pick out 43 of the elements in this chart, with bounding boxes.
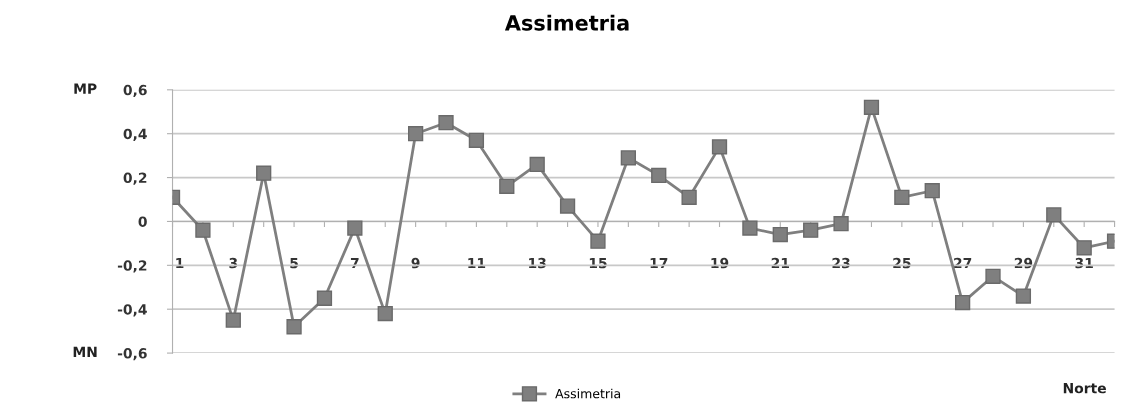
y-tick-label: -0,4 xyxy=(117,304,147,317)
y-tick-label: 0,2 xyxy=(123,172,147,185)
point xyxy=(1076,240,1092,256)
point xyxy=(468,132,485,148)
point xyxy=(438,115,454,131)
point xyxy=(195,222,211,238)
point xyxy=(1015,288,1032,304)
y-tick-label: -0,6 xyxy=(117,348,147,361)
point xyxy=(742,220,758,236)
point xyxy=(924,183,940,199)
y-tick-label: 0,6 xyxy=(123,84,147,98)
point xyxy=(1046,207,1062,223)
y-tick-label: 0 xyxy=(138,216,147,227)
point xyxy=(316,290,333,306)
point xyxy=(985,268,1001,284)
text: Norte xyxy=(1063,383,1106,394)
point xyxy=(711,139,728,155)
point xyxy=(954,294,971,311)
point xyxy=(286,319,302,335)
point xyxy=(499,178,515,194)
point xyxy=(529,156,545,173)
legend-label: Assimetria xyxy=(555,388,621,399)
point xyxy=(894,189,910,205)
point xyxy=(863,99,880,116)
point xyxy=(833,216,849,232)
point xyxy=(803,222,819,238)
point xyxy=(651,167,667,184)
text: MN xyxy=(73,346,97,357)
x-tick-label: 9 xyxy=(411,257,420,269)
y-tick-label: -0,2 xyxy=(117,260,147,273)
point xyxy=(377,305,393,322)
chart-title: Assimetria xyxy=(504,14,629,31)
text: MP xyxy=(74,83,97,94)
y-tick-label: 0,4 xyxy=(123,128,147,141)
point xyxy=(681,189,697,205)
point xyxy=(772,226,788,243)
point xyxy=(347,220,363,236)
point xyxy=(590,233,606,249)
point xyxy=(620,150,636,166)
point xyxy=(225,312,241,328)
point xyxy=(407,126,424,142)
point xyxy=(256,165,272,181)
point xyxy=(559,198,576,214)
